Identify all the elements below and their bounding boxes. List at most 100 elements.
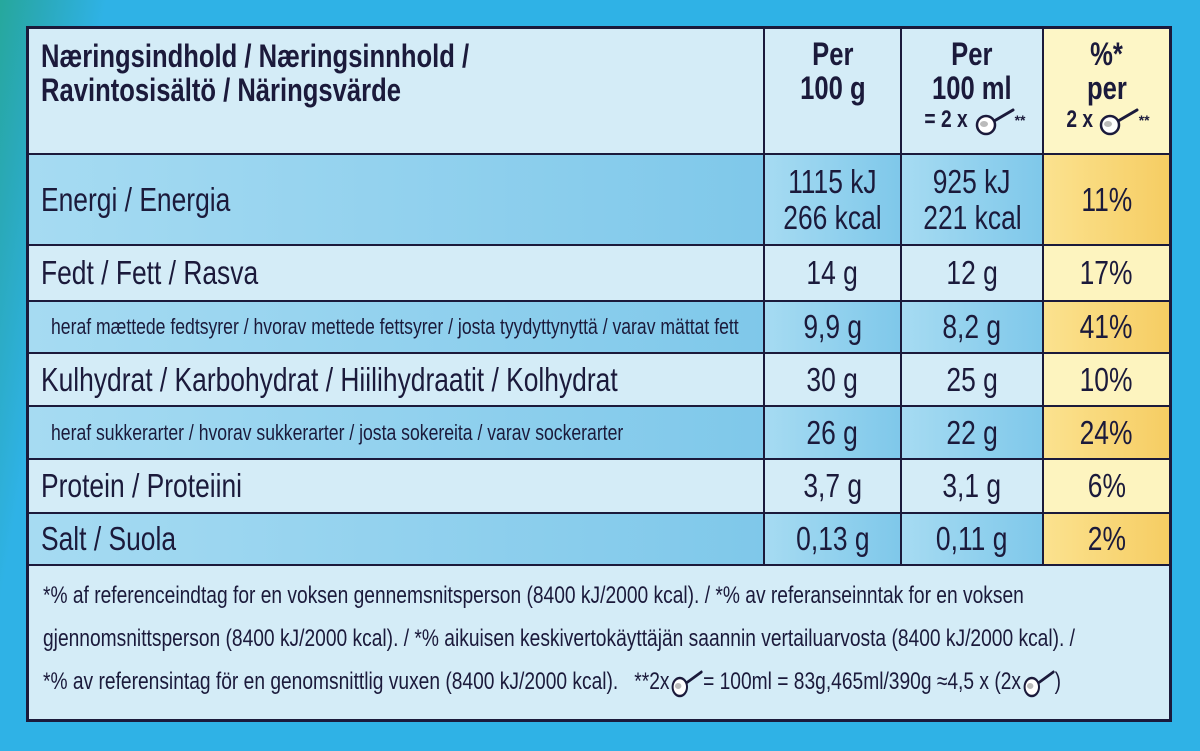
text: heraf sukkerarter / hvorav sukkerarter /… [51,419,624,445]
value-cell: 30 g [765,354,902,407]
value-cell: 0,13 g [765,514,902,566]
text: 266 kcal [783,198,882,236]
value-cell: 8,2 g [902,302,1044,354]
text: Energi / Energia [41,180,231,218]
spoon-line: = 2 x ** [919,105,1026,136]
text: Ravintosisältö / Näringsvärde [41,72,401,108]
value-text: 925 kJ [923,163,1020,200]
text: 10% [1080,360,1133,398]
row-label: Fedt / Fett / Rasva [26,246,765,302]
row-label-text: Energi / Energia [41,181,751,219]
value-text: 0,13 g [787,519,879,559]
text: Næringsindhold / Næringsinnhold / [41,38,470,74]
text: *% av referensintag för en genomsnittlig… [43,660,1061,703]
text: heraf mættede fedtsyrer / hvorav mettede… [51,314,739,339]
text: ) [1054,668,1062,695]
row-label: Salt / Suola [26,514,765,566]
text: = 2 x [923,106,968,133]
text: *% af referenceindtag for en voksen genn… [43,582,1024,609]
text: Per [951,36,993,72]
value-text: 8,2 g [935,307,1008,347]
value-cell: 41% [1044,302,1172,354]
text: 17% [1080,254,1133,291]
spoon-icon [671,670,703,697]
row-label: Kulhydrat / Karbohydrat / Hiilihydraatit… [26,354,765,407]
header-line: Per [807,37,859,71]
header-line: 100 g [792,71,874,105]
value-text: 2% [1083,519,1131,559]
value-cell: 24% [1044,407,1172,460]
text: 41% [1080,308,1133,345]
row-label-text: Protein / Proteiini [41,467,751,505]
text: 22 g [946,413,998,451]
value-text: 12 g [940,253,1004,293]
value-cell: 3,7 g [765,460,902,514]
value-text: 14 g [800,253,864,293]
value-cell: 11% [1044,155,1172,246]
text: = 100ml = 83g,465ml/390g ≈4,5 x (2x [703,668,1022,695]
text: 221 kcal [922,198,1022,236]
header-per-100g: Per 100 g [765,26,902,155]
text: Fedt / Fett / Rasva [41,254,259,291]
value-cell: 17% [1044,246,1172,302]
value-text: 221 kcal [911,198,1034,236]
text: 14 g [806,254,859,291]
text: 11% [1081,180,1132,218]
spoon-icon [1099,108,1139,135]
header-title-line: Ravintosisältö / Näringsvärde [41,73,751,107]
header-percent: %* per 2 x ** [1044,26,1172,155]
header-line: %* [1086,37,1127,71]
spoon-line: 2 x ** [1063,105,1150,136]
spoon-icon [975,108,1015,135]
row-label-text: Salt / Suola [41,520,751,558]
text: 6% [1087,467,1126,504]
header-line: per [1082,71,1132,105]
row-label: heraf mættede fedtsyrer / hvorav mettede… [26,302,765,354]
text: 0,11 g [936,520,1008,557]
text: 25 g [946,360,998,398]
text: ** [1014,112,1026,128]
value-cell: 25 g [902,354,1044,407]
value-cell: 22 g [902,407,1044,460]
footnote: *% af referenceindtag for en voksen genn… [26,566,1172,722]
text: %* [1090,36,1123,72]
row-label: Energi / Energia [26,155,765,246]
text: 24% [1080,413,1133,451]
value-text: 0,11 g [927,519,1016,559]
header-line: 100 ml [922,71,1022,105]
value-text: 266 kcal [771,198,894,236]
value-text: 22 g [940,413,1004,453]
value-text: 1115 kJ [777,162,888,200]
value-cell: 14 g [765,246,902,302]
value-cell: 12 g [902,246,1044,302]
value-text: 6% [1083,466,1131,506]
row-label-text: Fedt / Fett / Rasva [41,254,751,292]
value-cell: 0,11 g [902,514,1044,566]
value-text: 3,1 g [935,466,1008,506]
text: ** [1138,112,1150,128]
footnote-line: *% af referenceindtag for en voksen genn… [43,574,1155,617]
value-text: 9,9 g [796,307,869,347]
row-label-text: heraf mættede fedtsyrer / hvorav mettede… [51,314,763,340]
value-text: 17% [1073,253,1139,293]
text: *% av referensintag för en genomsnittlig… [43,668,670,695]
text: Kulhydrat / Karbohydrat / Hiilihydraatit… [41,360,618,398]
value-cell: 26 g [765,407,902,460]
header-per-100ml: Per 100 ml = 2 x ** [902,26,1044,155]
value-text: 10% [1073,360,1139,400]
text: 3,7 g [803,467,862,504]
value-text: 25 g [940,360,1004,400]
text: 2% [1087,520,1126,557]
value-text: 26 g [800,413,864,453]
value-cell: 1115 kJ 266 kcal [765,155,902,246]
row-label-text: heraf sukkerarter / hvorav sukkerarter /… [51,420,763,446]
row-label: Protein / Proteiini [26,460,765,514]
value-text: 30 g [800,360,864,400]
value-cell: 925 kJ 221 kcal [902,155,1044,246]
text: Salt / Suola [41,520,177,557]
text: 1115 kJ [788,162,877,200]
value-cell: 10% [1044,354,1172,407]
text: 0,13 g [795,520,870,557]
value-text: 3,7 g [796,466,869,506]
